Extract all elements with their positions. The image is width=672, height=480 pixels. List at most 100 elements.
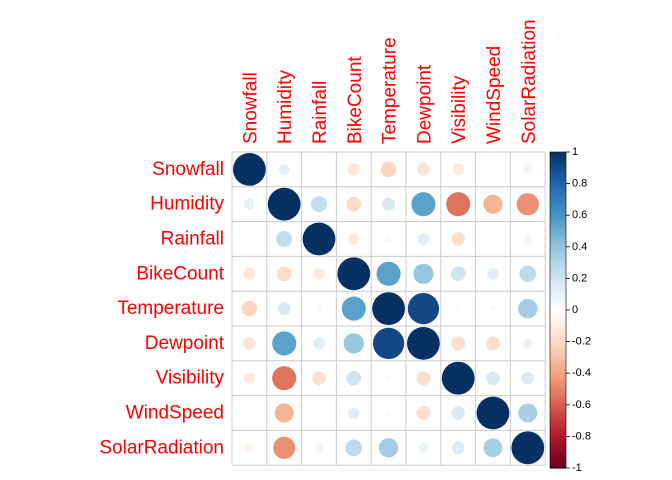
- colorbar-segment: [550, 376, 566, 381]
- corr-circle-rainfall-humidity: [276, 230, 293, 248]
- corr-circle-dewpoint-solarradiation: [522, 338, 533, 349]
- colorbar-segment: [550, 246, 566, 251]
- colorbar-segment: [550, 347, 566, 352]
- colorbar-segment: [550, 262, 566, 267]
- colorbar-segment: [550, 249, 566, 254]
- colorbar-tick-label: -0.2: [572, 336, 591, 348]
- corr-circle-visibility-windspeed: [486, 371, 500, 385]
- corr-circle-snowfall-temperature: [380, 161, 397, 178]
- corr-circle-solarradiation-bikecount: [345, 439, 363, 457]
- colorbar-segment: [550, 389, 566, 393]
- colorbar-segment: [550, 449, 566, 453]
- colorbar-segment: [550, 265, 566, 270]
- column-label-dewpoint: Dewpoint: [414, 64, 435, 144]
- corr-circle-humidity-bikecount: [346, 196, 362, 212]
- column-labels: Snowfall Humidity Rainfall BikeCount Tempera…: [240, 19, 539, 144]
- colorbar-segment: [550, 155, 566, 159]
- corr-circle-bikecount-humidity: [276, 266, 292, 282]
- matrix-grid: [231, 151, 546, 466]
- corr-circle-bikecount-windspeed: [487, 268, 499, 280]
- corr-circle-solarradiation-humidity: [273, 436, 296, 459]
- corr-circle-rainfall-rainfall: [302, 222, 336, 256]
- colorbar-segment: [550, 436, 566, 441]
- corr-circle-visibility-solarradiation: [521, 371, 535, 385]
- colorbar-segment: [550, 360, 566, 365]
- corr-circle-solarradiation-snowfall: [245, 443, 254, 453]
- corr-circle-bikecount-visibility: [450, 266, 466, 282]
- column-label-rainfall: Rainfall: [310, 81, 331, 144]
- colorbar-tick-label: 1: [572, 146, 578, 158]
- colorbar-segment: [550, 322, 566, 327]
- colorbar-segment: [550, 341, 566, 346]
- colorbar-tick-label: 0: [572, 304, 578, 316]
- corr-circle-visibility-dewpoint: [416, 371, 431, 386]
- colorbar-segment: [550, 414, 566, 419]
- correlation-circles: [233, 153, 545, 465]
- corr-circle-humidity-temperature: [382, 197, 396, 211]
- colorbar-segment: [550, 193, 566, 197]
- colorbar-tick-label: -0.8: [572, 430, 591, 442]
- colorbar-segment: [550, 275, 566, 279]
- corr-circle-windspeed-solarradiation: [518, 403, 538, 423]
- corr-circle-rainfall-solarradiation: [523, 234, 533, 244]
- corr-circle-dewpoint-windspeed: [486, 336, 500, 351]
- colorbar-segment: [550, 398, 566, 403]
- colorbar-segment: [550, 224, 566, 229]
- colorbar-segment: [550, 357, 566, 362]
- colorbar-segment: [550, 338, 566, 343]
- corr-circle-dewpoint-temperature: [372, 327, 405, 360]
- colorbar-segment: [550, 379, 566, 384]
- corr-circle-humidity-solarradiation: [516, 193, 539, 216]
- colorbar-segment: [550, 426, 566, 431]
- corr-circle-humidity-humidity: [267, 187, 301, 221]
- colorbar-segment: [550, 297, 566, 302]
- colorbar-segment: [550, 407, 566, 412]
- corr-circle-dewpoint-snowfall: [243, 337, 256, 350]
- colorbar-segment: [550, 259, 566, 264]
- column-label-bikecount: BikeCount: [345, 56, 366, 144]
- colorbar-segment: [550, 208, 566, 213]
- corr-circle-dewpoint-dewpoint: [407, 327, 440, 360]
- corr-circle-humidity-snowfall: [243, 198, 255, 210]
- colorbar-segment: [550, 316, 566, 321]
- corr-circle-windspeed-humidity: [274, 403, 294, 423]
- colorbar-tick-label: 0.8: [572, 178, 587, 190]
- colorbar-segment: [550, 272, 566, 276]
- corr-circle-humidity-dewpoint: [411, 192, 436, 217]
- colorbar-segment: [550, 464, 566, 469]
- corr-circle-bikecount-temperature: [376, 261, 401, 286]
- colorbar-segment: [550, 363, 566, 368]
- colorbar-segment: [550, 306, 566, 311]
- colorbar-segment: [550, 294, 566, 298]
- corr-circle-humidity-windspeed: [483, 194, 503, 214]
- corr-circle-windspeed-temperature: [385, 409, 392, 417]
- colorbar-segment: [550, 411, 566, 415]
- corr-circle-rainfall-temperature: [384, 235, 393, 243]
- column-label-temperature: Temperature: [380, 37, 401, 144]
- corr-circle-rainfall-dewpoint: [417, 233, 430, 245]
- corr-circle-snowfall-dewpoint: [417, 163, 430, 176]
- colorbar-segment: [550, 189, 566, 194]
- corr-circle-bikecount-snowfall: [243, 267, 256, 280]
- colorbar-segment: [550, 313, 566, 317]
- colorbar-segment: [550, 234, 566, 238]
- corr-circle-bikecount-solarradiation: [519, 265, 537, 283]
- colorbar-segment: [550, 212, 566, 216]
- colorbar-segment: [550, 385, 566, 390]
- corr-circle-temperature-snowfall: [241, 300, 258, 317]
- corr-circle-visibility-temperature: [385, 375, 392, 382]
- colorbar-segment: [550, 382, 566, 387]
- colorbar-segment: [550, 351, 566, 355]
- row-labels: Snowfall Humidity Rainfall BikeCount Tempera…: [99, 159, 224, 458]
- colorbar-segment: [550, 452, 566, 456]
- colorbar-segment: [550, 253, 566, 257]
- row-label-bikecount: BikeCount: [136, 263, 224, 284]
- colorbar-segment: [550, 392, 566, 396]
- corr-circle-windspeed-dewpoint: [416, 406, 431, 420]
- column-label-humidity: Humidity: [275, 70, 296, 144]
- color-legend: 1 0.8 0.6 0.4 0.2 0 -0.2 -0.4 -0.6 -0.8 -1: [549, 146, 591, 474]
- colorbar-segment: [550, 439, 566, 444]
- colorbar-segment: [550, 278, 566, 283]
- row-label-solarradiation: SolarRadiation: [99, 437, 224, 458]
- colorbar-segment: [550, 177, 566, 182]
